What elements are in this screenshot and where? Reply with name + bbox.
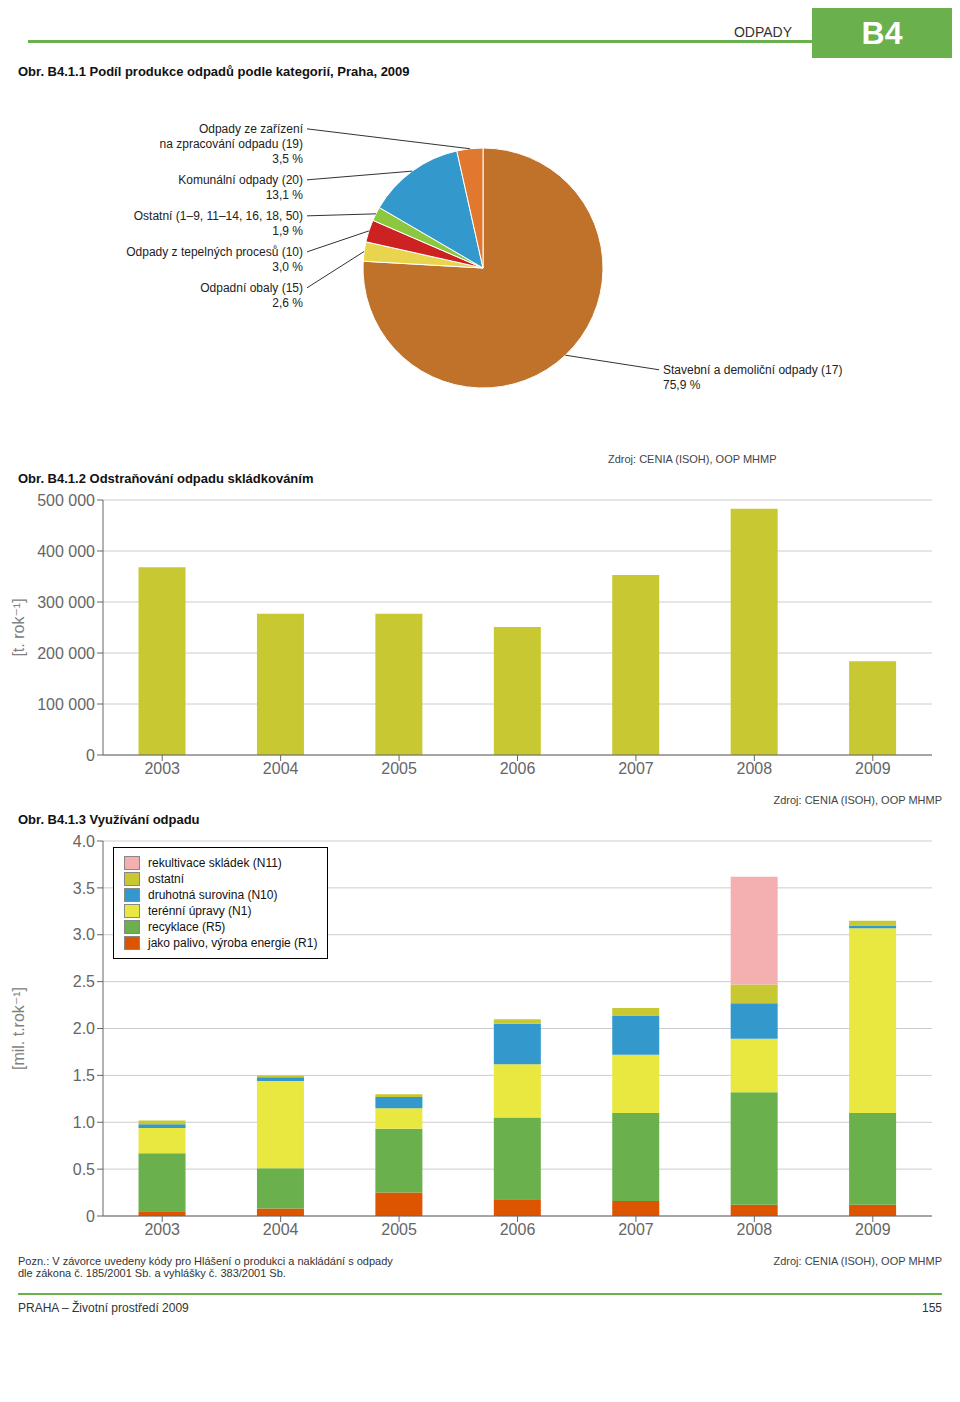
svg-text:3.0: 3.0 — [73, 926, 95, 943]
html-text:Obr. B4.1.2 Odstraňování odpad: Obr. B4.1.2 Odstraňování odpadu skládkov… — [18, 471, 314, 486]
svg-text:0.5: 0.5 — [73, 1161, 95, 1178]
svg-text:2008: 2008 — [737, 1221, 773, 1238]
svg-text:2005: 2005 — [381, 1221, 417, 1238]
svg-text:400 000: 400 000 — [37, 543, 95, 560]
svg-text:2005: 2005 — [381, 760, 417, 777]
html-text:Obr. B4.1.1 Podíl produkce odp: Obr. B4.1.1 Podíl produkce odpadů podle … — [18, 64, 410, 79]
svg-text:[t. rok⁻¹]: [t. rok⁻¹] — [10, 598, 27, 656]
svg-text:2004: 2004 — [263, 1221, 299, 1238]
html-text:rekultivace skládek (N11): rekultivace skládek (N11) — [148, 856, 282, 870]
svg-text:Odpady z tepelných procesů (10: Odpady z tepelných procesů (10)3,0 % — [126, 245, 303, 274]
svg-text:2.5: 2.5 — [73, 973, 95, 990]
svg-text:2003: 2003 — [144, 1221, 180, 1238]
svg-text:2009: 2009 — [855, 760, 891, 777]
svg-text:3.5: 3.5 — [73, 880, 95, 897]
html-text:jako palivo, výroba energie (R: jako palivo, výroba energie (R1) — [148, 936, 318, 950]
svg-text:0: 0 — [86, 1208, 95, 1225]
svg-text:4.0: 4.0 — [73, 833, 95, 850]
svg-text:2009: 2009 — [855, 1221, 891, 1238]
html-text:terénní úpravy (N1): terénní úpravy (N1) — [148, 904, 252, 918]
svg-text:2007: 2007 — [618, 1221, 654, 1238]
svg-text:300 000: 300 000 — [37, 594, 95, 611]
html-text:druhotná surovina (N10): druhotná surovina (N10) — [148, 888, 278, 902]
svg-text:Odpady ze zařízenína zpracován: Odpady ze zařízenína zpracování odpadu (… — [160, 122, 304, 166]
svg-text:Komunální odpady (20)13,1 %: Komunální odpady (20)13,1 % — [178, 173, 303, 202]
svg-text:2008: 2008 — [737, 760, 773, 777]
html-text:155: 155 — [922, 1301, 942, 1315]
svg-text:2003: 2003 — [144, 760, 180, 777]
html-text:ostatní: ostatní — [148, 872, 184, 886]
svg-text:0: 0 — [86, 747, 95, 764]
svg-text:2006: 2006 — [500, 1221, 536, 1238]
svg-text:500 000: 500 000 — [37, 492, 95, 509]
svg-text:1.0: 1.0 — [73, 1114, 95, 1131]
html-text:Zdroj: CENIA (ISOH), OOP MHMP: Zdroj: CENIA (ISOH), OOP MHMP — [773, 794, 942, 806]
html-text:B4: B4 — [861, 14, 903, 51]
html-text:dle zákona č. 185/2001 Sb. a v: dle zákona č. 185/2001 Sb. a vyhlášky č.… — [18, 1267, 286, 1279]
svg-text:Odpadní obaly (15)2,6 %: Odpadní obaly (15)2,6 % — [200, 281, 303, 310]
html-text:Obr. B4.1.3 Využívání odpadu: Obr. B4.1.3 Využívání odpadu — [18, 812, 200, 827]
svg-text:1.5: 1.5 — [73, 1067, 95, 1084]
svg-text:Stavební a demoliční odpady (1: Stavební a demoliční odpady (17)75,9 % — [663, 363, 842, 392]
svg-text:200 000: 200 000 — [37, 645, 95, 662]
svg-text:[mil. t.rok⁻¹]: [mil. t.rok⁻¹] — [10, 987, 27, 1070]
svg-text:Ostatní (1–9, 11–14, 16, 18, 5: Ostatní (1–9, 11–14, 16, 18, 50)1,9 % — [134, 209, 304, 238]
html-text:PRAHA – Životní prostředí 2009: PRAHA – Životní prostředí 2009 — [18, 1301, 189, 1315]
html-text:Zdroj: CENIA (ISOH), OOP MHMP: Zdroj: CENIA (ISOH), OOP MHMP — [608, 453, 777, 465]
svg-text:2004: 2004 — [263, 760, 299, 777]
svg-text:2007: 2007 — [618, 760, 654, 777]
html-text:Zdroj: CENIA (ISOH), OOP MHMP: Zdroj: CENIA (ISOH), OOP MHMP — [773, 1255, 942, 1267]
svg-text:100 000: 100 000 — [37, 696, 95, 713]
html-text:ODPADY: ODPADY — [733, 23, 792, 40]
html-text:recyklace (R5): recyklace (R5) — [148, 920, 226, 934]
svg-text:2006: 2006 — [500, 760, 536, 777]
svg-text:2.0: 2.0 — [73, 1020, 95, 1037]
html-text:Pozn.: V závorce uvedeny kódy: Pozn.: V závorce uvedeny kódy pro Hlášen… — [18, 1255, 393, 1267]
